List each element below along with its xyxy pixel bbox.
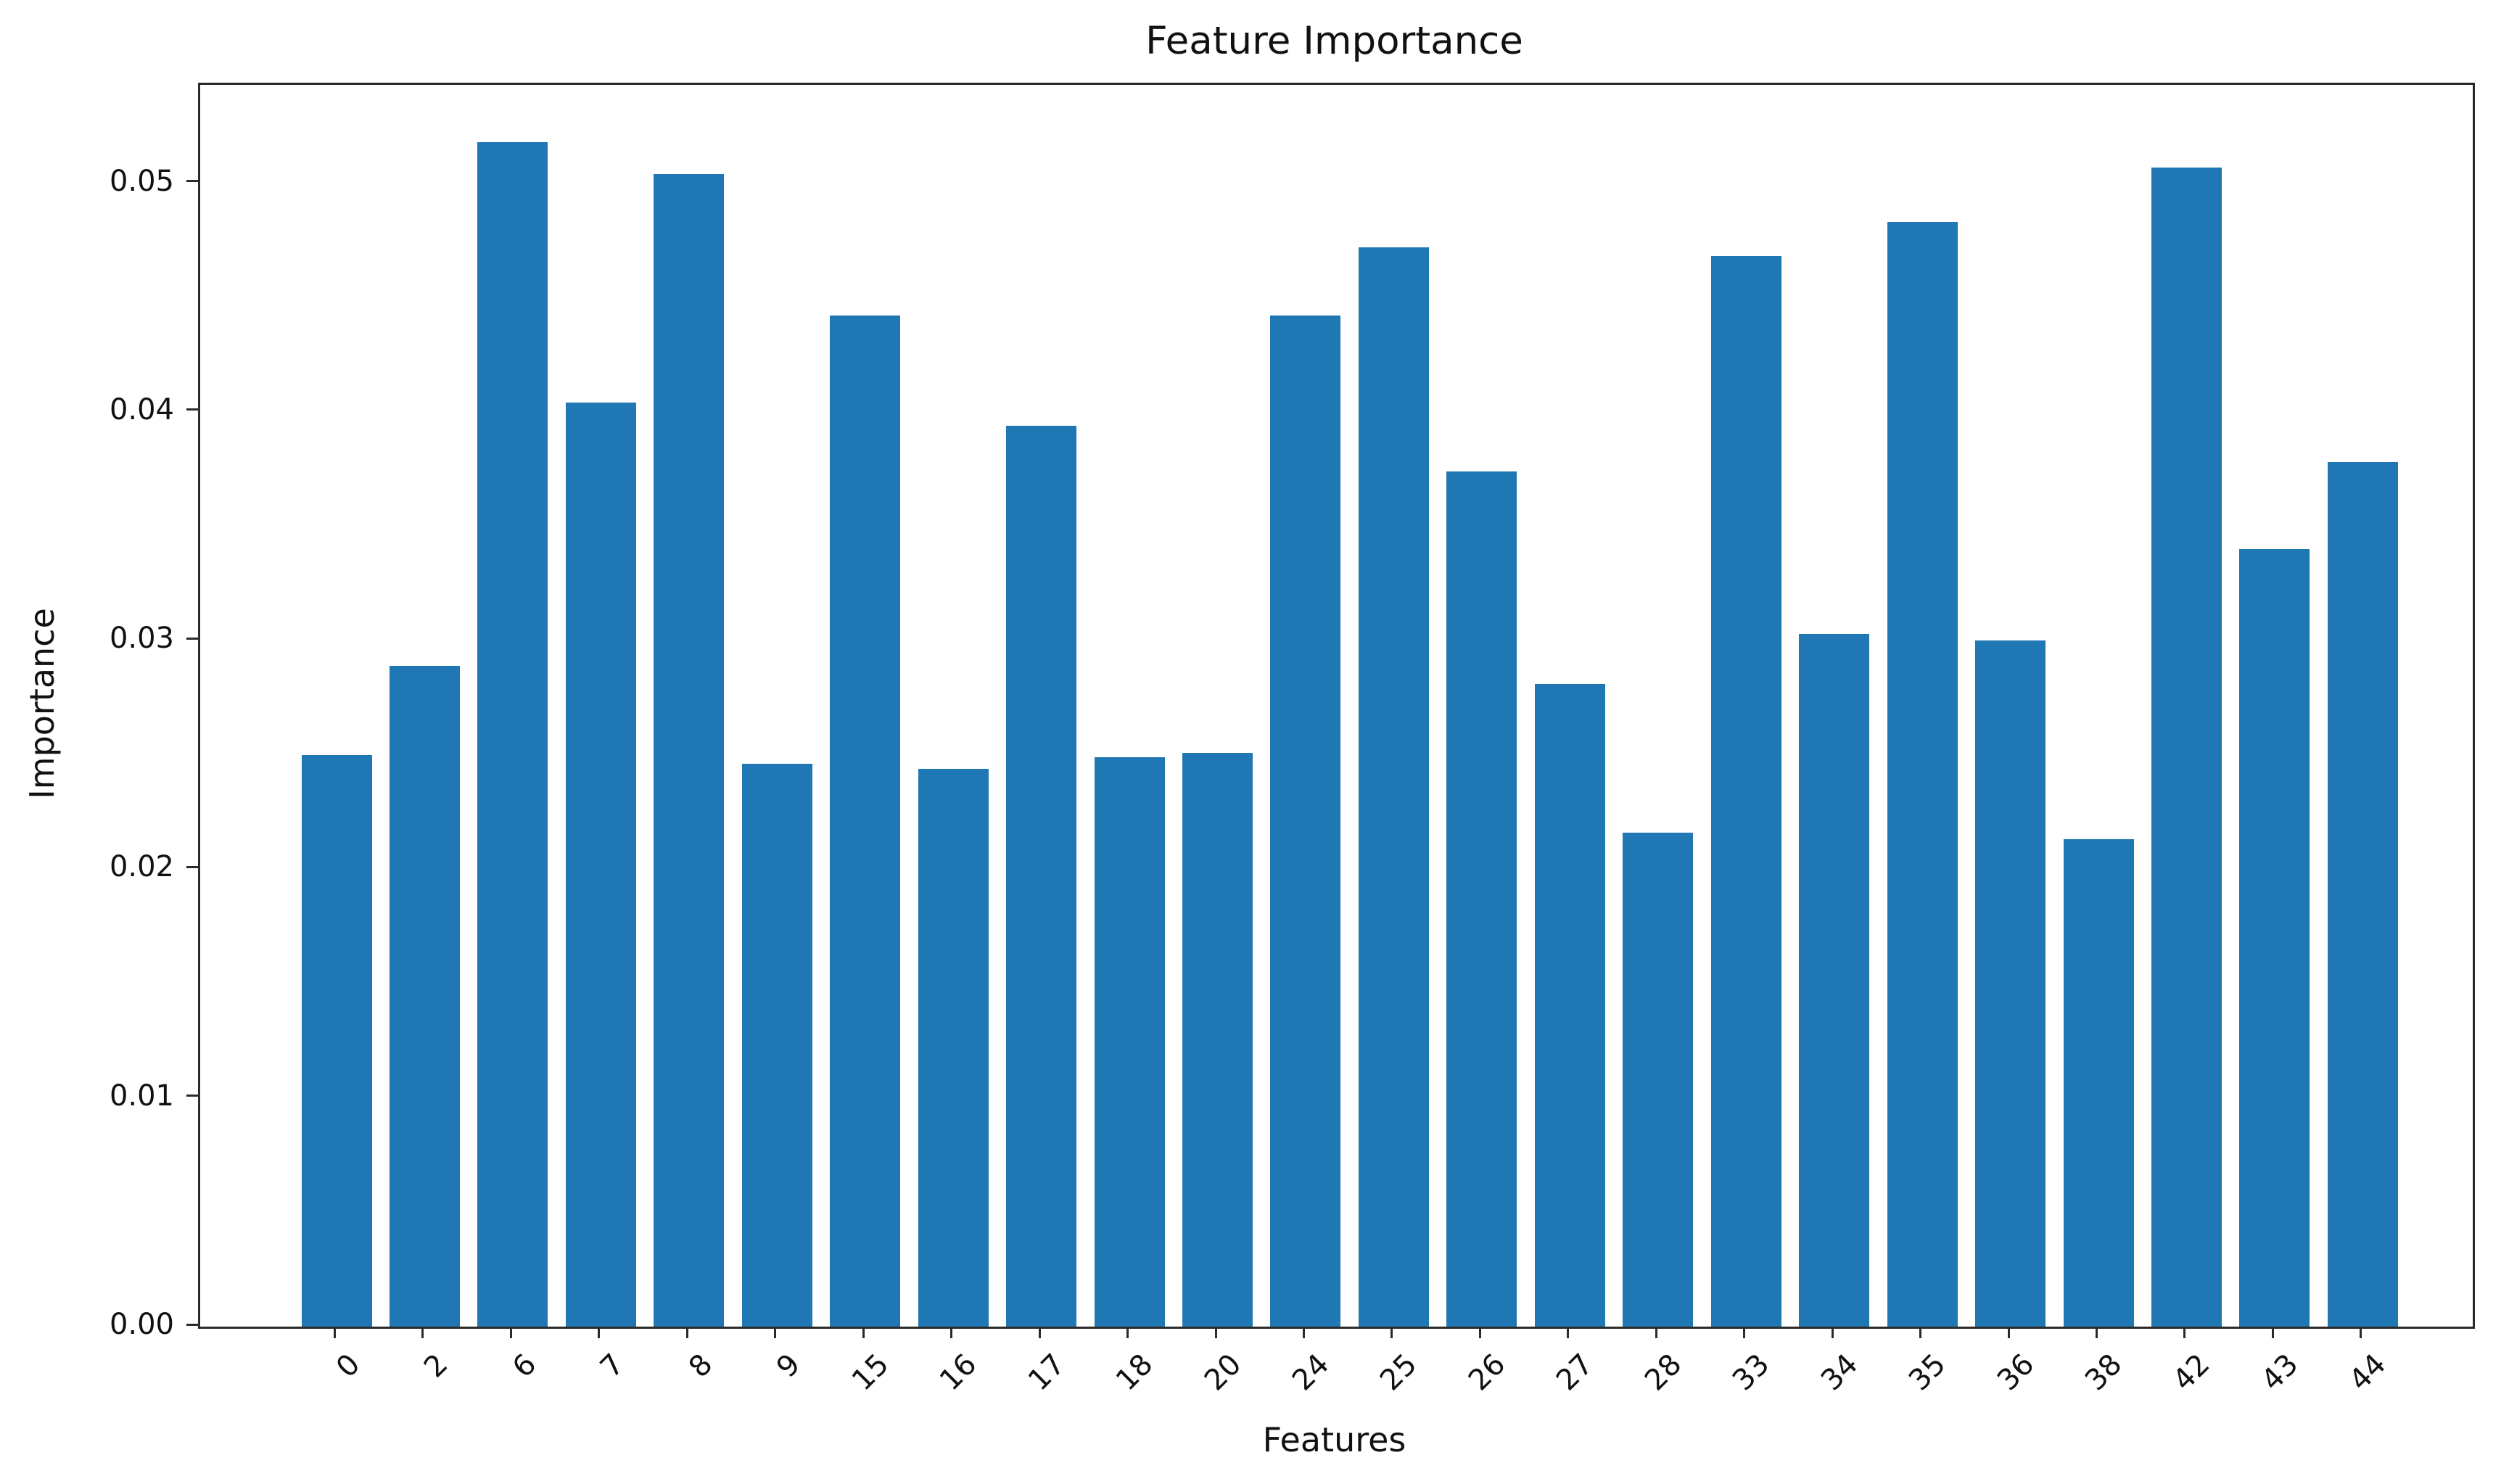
x-tick-label: 42: [2167, 1347, 2217, 1398]
bars-layer: [200, 85, 2473, 1327]
x-tick-mark: [598, 1327, 601, 1338]
x-tick-mark: [1126, 1327, 1129, 1338]
y-tick-mark: [186, 1095, 198, 1097]
x-tick-mark: [334, 1327, 336, 1338]
x-tick-mark: [421, 1327, 424, 1338]
x-tick-label: 34: [1814, 1347, 1865, 1398]
y-tick-label: 0.03: [109, 622, 174, 656]
bar-feature-16: [918, 768, 989, 1327]
x-tick-label: 7: [594, 1347, 631, 1385]
bar-feature-36: [1975, 640, 2046, 1327]
bar-feature-35: [1887, 222, 1958, 1327]
x-tick-label: 35: [1902, 1347, 1953, 1398]
bar-feature-2: [389, 665, 460, 1327]
x-tick-mark: [1567, 1327, 1570, 1338]
bar-feature-26: [1446, 471, 1517, 1327]
bar-feature-24: [1270, 316, 1341, 1327]
bar-feature-42: [2151, 167, 2222, 1327]
x-tick-label: 0: [329, 1347, 367, 1385]
x-tick-mark: [1743, 1327, 1746, 1338]
x-tick-mark: [2183, 1327, 2186, 1338]
bar-feature-28: [1623, 832, 1694, 1327]
bar-feature-9: [741, 764, 812, 1327]
y-tick-mark: [186, 180, 198, 183]
bar-feature-18: [1094, 757, 1165, 1327]
bar-feature-8: [654, 173, 725, 1327]
x-tick-label: 27: [1550, 1347, 1600, 1398]
bar-feature-6: [477, 141, 548, 1327]
bar-feature-7: [565, 403, 636, 1327]
bar-feature-33: [1710, 256, 1781, 1327]
x-tick-label: 28: [1638, 1347, 1689, 1398]
x-tick-mark: [2271, 1327, 2274, 1338]
x-tick-mark: [1214, 1327, 1217, 1338]
x-tick-label: 43: [2254, 1347, 2305, 1398]
x-tick-mark: [1655, 1327, 1657, 1338]
x-tick-label: 24: [1285, 1347, 1336, 1398]
x-tick-mark: [1391, 1327, 1393, 1338]
x-tick-label: 6: [506, 1347, 543, 1385]
x-tick-label: 20: [1198, 1347, 1248, 1398]
x-tick-mark: [2360, 1327, 2362, 1338]
x-tick-mark: [862, 1327, 865, 1338]
x-tick-label: 33: [1726, 1347, 1776, 1398]
y-tick-mark: [186, 637, 198, 640]
y-tick-label: 0.01: [109, 1079, 174, 1113]
x-tick-mark: [1831, 1327, 1834, 1338]
x-tick-label: 18: [1109, 1347, 1160, 1398]
x-tick-label: 44: [2343, 1347, 2393, 1398]
x-tick-mark: [685, 1327, 688, 1338]
x-axis-label: Features: [1262, 1420, 1406, 1459]
x-tick-label: 36: [1990, 1347, 2040, 1398]
y-tick-label: 0.02: [109, 850, 174, 884]
y-tick-label: 0.04: [109, 392, 174, 426]
bar-feature-25: [1358, 247, 1429, 1327]
bar-feature-44: [2327, 462, 2398, 1327]
plot-area: [198, 83, 2475, 1329]
x-tick-label: 15: [845, 1347, 896, 1398]
y-tick-mark: [186, 408, 198, 411]
x-tick-label: 38: [2078, 1347, 2129, 1398]
x-tick-mark: [1919, 1327, 1922, 1338]
bar-feature-27: [1534, 684, 1605, 1327]
bar-feature-20: [1182, 752, 1253, 1327]
y-tick-mark: [186, 865, 198, 868]
x-tick-mark: [2007, 1327, 2010, 1338]
bar-feature-43: [2239, 549, 2310, 1327]
bar-feature-38: [2063, 839, 2134, 1327]
x-tick-label: 9: [770, 1347, 807, 1385]
x-tick-label: 26: [1462, 1347, 1512, 1398]
bar-feature-17: [1006, 425, 1077, 1327]
x-tick-mark: [509, 1327, 512, 1338]
chart-title: Feature Importance: [1145, 19, 1523, 63]
x-tick-mark: [1302, 1327, 1305, 1338]
y-tick-mark: [186, 1323, 198, 1326]
x-tick-label: 2: [418, 1347, 455, 1385]
x-tick-mark: [1478, 1327, 1481, 1338]
bar-feature-34: [1799, 633, 1870, 1327]
y-tick-label: 0.05: [109, 164, 174, 198]
x-tick-label: 25: [1374, 1347, 1424, 1398]
x-tick-mark: [950, 1327, 953, 1338]
x-tick-mark: [774, 1327, 777, 1338]
x-tick-label: 17: [1021, 1347, 1071, 1398]
x-tick-mark: [2096, 1327, 2098, 1338]
bar-feature-0: [301, 754, 372, 1327]
x-tick-label: 8: [682, 1347, 720, 1385]
y-tick-label: 0.00: [109, 1308, 174, 1341]
x-tick-label: 16: [934, 1347, 984, 1398]
x-tick-mark: [1038, 1327, 1041, 1338]
bar-feature-15: [830, 316, 901, 1327]
